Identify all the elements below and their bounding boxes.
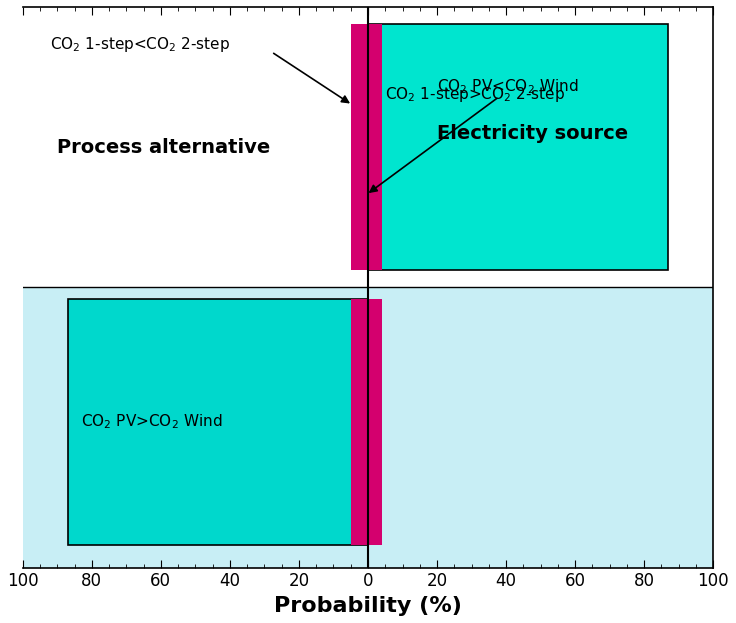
Bar [368,24,668,270]
Bar [23,7,713,287]
Text: CO$_2$ 1-step<CO$_2$ 2-step: CO$_2$ 1-step<CO$_2$ 2-step [50,35,230,54]
Text: CO$_2$ PV>CO$_2$ Wind: CO$_2$ PV>CO$_2$ Wind [82,412,223,431]
X-axis label: Probability (%): Probability (%) [274,596,462,616]
Text: CO$_2$ PV<CO$_2$ Wind: CO$_2$ PV<CO$_2$ Wind [437,77,578,96]
Bar [68,298,368,545]
Text: Electricity source: Electricity source [437,123,628,143]
Bar [351,24,382,270]
Bar [351,298,382,545]
Bar [23,287,713,568]
Text: CO$_2$ 1-step>CO$_2$ 2-step: CO$_2$ 1-step>CO$_2$ 2-step [385,85,565,105]
Text: Process alternative: Process alternative [57,138,271,156]
